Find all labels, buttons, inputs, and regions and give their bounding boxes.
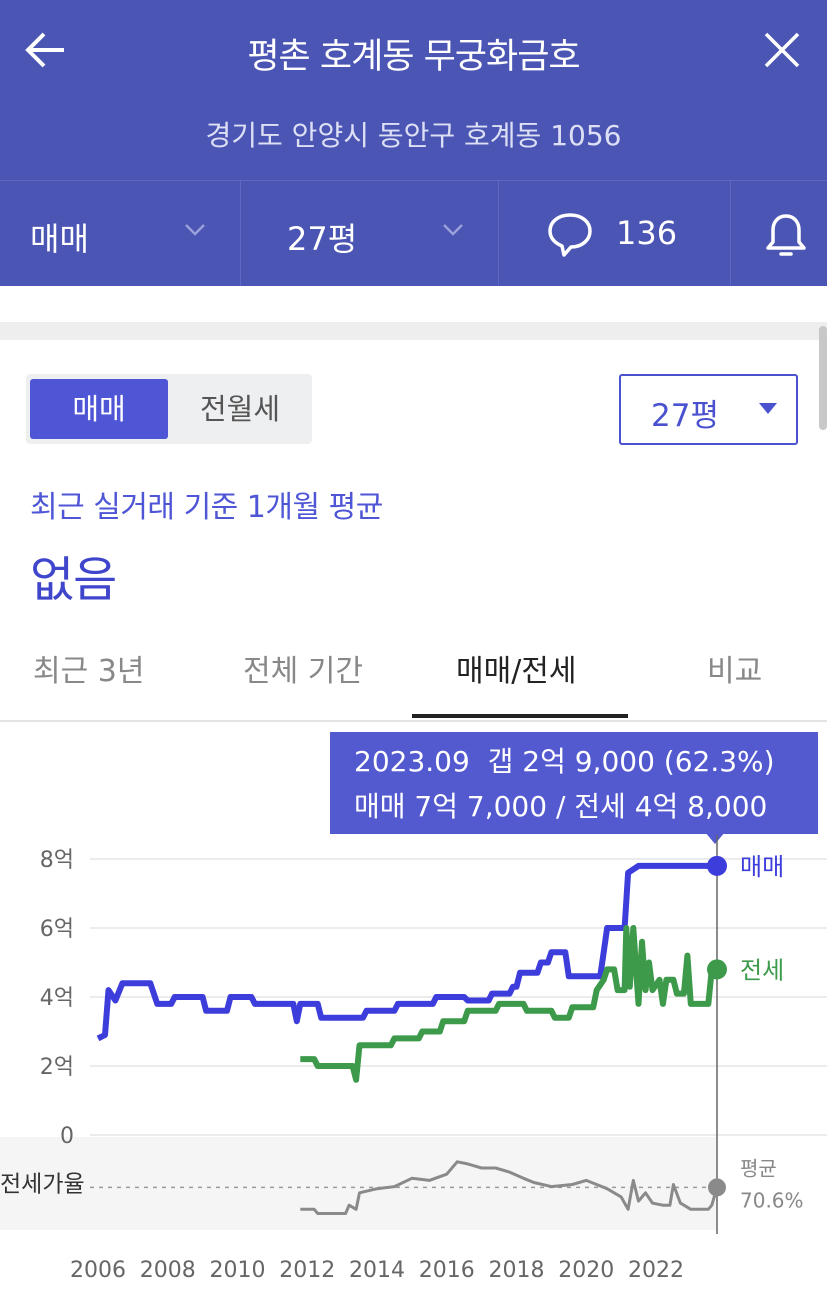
x-tick-label: 2020	[558, 1258, 614, 1283]
tooltip-arrow	[705, 832, 725, 844]
y-tick-label: 2억	[40, 1055, 74, 1080]
x-tick-label: 2016	[419, 1258, 475, 1283]
y-tick-label: 8억	[40, 848, 74, 873]
jeonse-end-marker	[707, 959, 727, 980]
app-header: 평촌 호계동 무궁화금호 경기도 안양시 동안구 호계동 1056	[0, 0, 827, 180]
x-tick-label: 2010	[209, 1258, 265, 1283]
x-tick-label: 2014	[349, 1258, 405, 1283]
chevron-down-icon	[185, 224, 205, 236]
average-caption: 최근 실거래 기준 1개월 평균	[30, 490, 383, 525]
tab-compare[interactable]: 비교	[707, 654, 763, 689]
tooltip-gap-line: 2023.09 갭 2억 9,000 (62.3%)	[354, 745, 775, 778]
comment-count: 136	[616, 214, 678, 252]
jeonse-line	[300, 925, 717, 1083]
scrollbar[interactable]	[819, 326, 827, 430]
x-tick-label: 2022	[628, 1258, 684, 1283]
size-select[interactable]: 27평	[240, 181, 499, 286]
ratio-line	[300, 1160, 719, 1215]
segment-rent[interactable]: 전월세	[199, 392, 281, 426]
ratio-average-label: 평균	[740, 1156, 777, 1180]
tab-sale-jeonse[interactable]: 매매/전세	[456, 654, 577, 689]
tab-all-period[interactable]: 전체 기간	[243, 654, 363, 689]
period-tabs: 최근 3년 전체 기간 매매/전세 비교	[0, 630, 827, 722]
size-dropdown-label: 27평	[651, 398, 719, 434]
back-arrow-icon[interactable]	[22, 28, 70, 72]
x-tick-label: 2006	[70, 1258, 126, 1283]
close-icon[interactable]	[760, 28, 804, 72]
segment-sale[interactable]: 매매	[30, 379, 168, 439]
sale-series-label: 매매	[740, 853, 784, 881]
y-tick-label: 4억	[40, 986, 74, 1011]
average-value: 없음	[30, 552, 117, 608]
y-tick-label: 0	[60, 1124, 74, 1149]
section-divider	[0, 322, 827, 340]
ratio-average-value: 70.6%	[740, 1188, 804, 1212]
trade-type-select[interactable]: 매매	[0, 181, 241, 286]
page-title: 평촌 호계동 무궁화금호	[247, 37, 580, 77]
address-text: 경기도 안양시 동안구 호계동 1056	[205, 119, 622, 152]
x-tick-label: 2012	[279, 1258, 335, 1283]
trade-type-label: 매매	[30, 220, 89, 258]
size-dropdown[interactable]: 27평	[619, 374, 798, 445]
comments-button[interactable]: 136	[498, 181, 731, 286]
caret-down-icon	[759, 403, 777, 414]
chevron-down-icon	[443, 224, 463, 236]
sale-line	[96, 862, 717, 1042]
chart-tooltip: 2023.09 갭 2억 9,000 (62.3%) 매매 7억 7,000 /…	[330, 732, 818, 844]
x-tick-label: 2008	[140, 1258, 196, 1283]
chat-bubble-icon	[548, 213, 592, 257]
trade-type-toggle: 매매 전월세	[26, 374, 312, 444]
x-tick-label: 2018	[488, 1258, 544, 1283]
bell-icon[interactable]	[764, 212, 808, 258]
active-tab-indicator	[412, 714, 628, 718]
size-label: 27평	[287, 220, 358, 258]
ratio-label: 전세가율	[0, 1171, 85, 1197]
tab-recent-3y[interactable]: 최근 3년	[33, 654, 145, 689]
ratio-end-marker	[708, 1178, 726, 1197]
filter-toolbar: 매매 27평 136	[0, 180, 827, 286]
sale-end-marker	[707, 855, 727, 876]
jeonse-series-label: 전세	[740, 956, 784, 984]
ratio-panel-bg	[0, 1137, 717, 1230]
tooltip-price-line: 매매 7억 7,000 / 전세 4억 8,000	[354, 790, 768, 823]
y-tick-label: 6억	[40, 917, 74, 942]
